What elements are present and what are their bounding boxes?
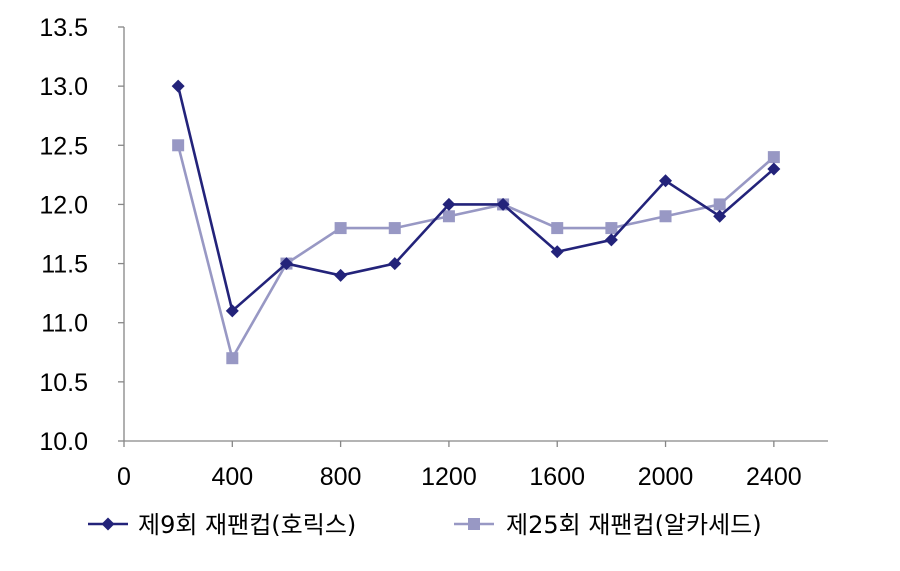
x-tick-label: 800: [320, 463, 362, 491]
data-point: [172, 139, 185, 152]
legend-marker: [101, 517, 115, 531]
axes: 10.0 10.5 11.0 11.5 12.0 12.5 13.0 13.5 0 400 800 1…: [39, 14, 828, 491]
series-line: [176, 144, 775, 362]
data-point: [659, 210, 672, 223]
x-tick-label: 2400: [746, 463, 802, 491]
x-tick-label: 400: [211, 463, 253, 491]
y-tick-label: 13.5: [39, 14, 88, 42]
y-tick-label: 11.0: [41, 310, 88, 338]
data-point: [279, 257, 293, 271]
legend-label: 제25회 재팬컵(알카세드): [506, 511, 762, 539]
legend-item-series-2: 제25회 재팬컵(알카세드): [454, 511, 762, 539]
y-tick-label: 13.0: [39, 73, 88, 101]
y-tick-label: 12.5: [39, 132, 88, 160]
y-tick-label: 10.0: [39, 428, 88, 456]
series-1: [171, 79, 781, 318]
data-point: [767, 162, 781, 176]
legend-item-series-1: 제9회 재팬컵(호릭스): [88, 511, 356, 539]
x-tick-label: 1600: [529, 463, 585, 491]
data-point: [713, 209, 727, 223]
data-point: [334, 268, 348, 282]
x-tick-label: 2000: [638, 463, 694, 491]
data-point: [496, 197, 510, 211]
x-tick-label: 1200: [421, 463, 477, 491]
series-2: [172, 139, 780, 365]
data-point: [713, 198, 726, 211]
data-point: [334, 222, 347, 235]
y-tick-label: 12.0: [39, 191, 88, 219]
data-point: [442, 210, 455, 223]
data-point: [388, 222, 401, 235]
legend: 제9회 재팬컵(호릭스) 제25회 재팬컵(알카세드): [88, 511, 762, 539]
x-tick-label: 0: [117, 463, 131, 491]
data-point: [550, 245, 564, 259]
legend-label: 제9회 재팬컵(호릭스): [138, 511, 356, 539]
data-point: [659, 174, 673, 188]
data-point: [225, 304, 239, 318]
data-point: [388, 257, 402, 271]
data-point: [767, 151, 780, 164]
legend-marker: [468, 518, 480, 530]
y-tick-label: 11.5: [41, 251, 88, 279]
series-layer: [171, 79, 781, 365]
data-point: [171, 79, 185, 93]
data-point: [604, 233, 618, 247]
data-point: [551, 222, 564, 235]
data-point: [442, 197, 456, 211]
y-tick-label: 10.5: [39, 369, 88, 397]
data-point: [605, 222, 618, 235]
series-line: [176, 85, 775, 314]
data-point: [226, 352, 239, 365]
